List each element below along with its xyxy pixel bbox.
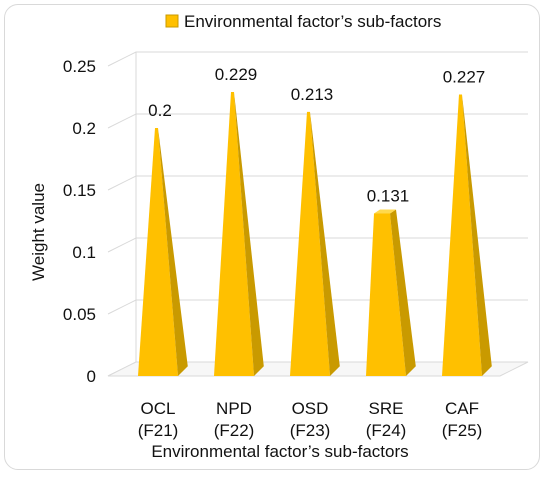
y-tick-label: 0.1 <box>72 243 96 262</box>
legend-label: Environmental factor’s sub-factors <box>184 12 441 31</box>
data-label: 0.227 <box>443 68 486 87</box>
legend-swatch <box>165 14 179 28</box>
y-tick-label: 0.05 <box>63 305 96 324</box>
y-tick-label: 0.15 <box>63 181 96 200</box>
y-axis-title: Weight value <box>29 183 48 281</box>
bar-front-face <box>290 111 330 376</box>
x-axis-title: Environmental factor’s sub-factors <box>151 442 408 461</box>
y-tick-label: 0 <box>87 367 96 386</box>
bar-side-face <box>462 94 492 377</box>
x-tick-label: (F21) <box>138 421 179 440</box>
bar <box>366 209 416 376</box>
data-label: 0.229 <box>215 65 258 84</box>
bar-top-face <box>374 209 396 214</box>
bar-front-face <box>214 92 254 376</box>
bar-side-face <box>234 92 264 376</box>
grid-line <box>107 51 528 67</box>
x-tick-label: OCL <box>141 399 176 418</box>
x-tick-label: (F25) <box>442 421 483 440</box>
legend: Environmental factor’s sub-factors <box>165 12 441 31</box>
x-tick-label: CAF <box>445 399 479 418</box>
x-tick-label: NPD <box>216 399 252 418</box>
x-axis-categories: OCL (F21) NPD (F22) OSD (F23) SRE (F24) CAF (F25) <box>138 399 483 440</box>
y-tick-label: 0.2 <box>72 119 96 138</box>
x-tick-label: SRE <box>369 399 404 418</box>
data-label: 0.2 <box>148 101 172 120</box>
x-tick-label: (F22) <box>214 421 255 440</box>
x-tick-label: (F23) <box>290 421 331 440</box>
bar <box>138 128 188 376</box>
bar <box>290 111 340 376</box>
bar-side-face <box>390 209 416 376</box>
x-tick-label: OSD <box>292 399 329 418</box>
bars <box>138 92 492 377</box>
data-label: 0.131 <box>367 187 410 206</box>
bar <box>442 94 492 377</box>
bar-front-face <box>366 213 406 376</box>
data-label: 0.213 <box>291 85 334 104</box>
bar-front-face <box>442 94 482 377</box>
bar <box>214 92 264 376</box>
bar-side-face <box>158 128 188 376</box>
data-labels: 0.2 0.229 0.213 0.131 0.227 <box>148 65 485 206</box>
bar-front-face <box>138 128 178 376</box>
x-tick-label: (F24) <box>366 421 407 440</box>
y-axis-ticks: 0 0.05 0.1 0.15 0.2 0.25 <box>63 57 96 386</box>
y-tick-label: 0.25 <box>63 57 96 76</box>
bar-side-face <box>310 111 340 376</box>
